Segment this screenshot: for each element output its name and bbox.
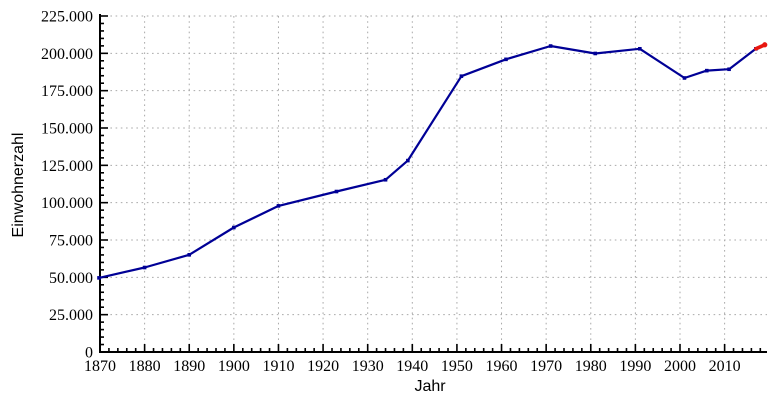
y-tick-label: 25.000 [49, 307, 93, 324]
recent-data-point-marker [762, 42, 768, 48]
y-tick-label: 150.000 [41, 121, 93, 138]
data-point-marker [548, 44, 553, 48]
data-point-marker [504, 57, 508, 62]
x-tick-label: 1930 [352, 358, 384, 375]
x-tick-label: 1990 [619, 358, 651, 375]
data-point-marker [187, 252, 192, 257]
x-axis-title: Jahr [414, 378, 446, 395]
data-point-marker [383, 177, 388, 182]
data-point-marker [276, 204, 281, 208]
x-tick-label: 1980 [575, 358, 607, 375]
x-tick-label: 1870 [84, 358, 116, 375]
x-tick-label: 1940 [396, 358, 428, 375]
data-point-marker [232, 225, 236, 230]
data-point-marker [142, 265, 147, 270]
x-tick-label: 1920 [307, 358, 339, 375]
x-tick-label: 1950 [441, 358, 473, 375]
x-tick-label: 2000 [664, 358, 696, 375]
x-tick-label: 1970 [530, 358, 562, 375]
y-tick-label: 125.000 [41, 158, 93, 175]
x-tick-label: 1960 [486, 358, 518, 375]
data-point-marker [727, 67, 731, 72]
y-tick-label: 200.000 [41, 46, 93, 63]
y-tick-label: 225.000 [41, 9, 93, 26]
y-tick-label: 100.000 [41, 195, 93, 212]
y-axis-title: Einwohnerzahl [10, 132, 27, 238]
population-line [97, 44, 757, 279]
x-tick-label: 1880 [129, 358, 161, 375]
x-tick-label: 2010 [709, 358, 741, 375]
data-point-marker [638, 46, 642, 51]
y-tick-label: 50.000 [49, 270, 93, 287]
y-tick-label: 175.000 [41, 83, 93, 100]
x-tick-label: 1890 [173, 358, 205, 375]
data-point-marker [593, 51, 598, 56]
x-tick-label: 1910 [262, 358, 294, 375]
data-point-marker [682, 76, 687, 80]
x-tick-label: 1900 [218, 358, 250, 375]
y-tick-label: 0 [85, 345, 93, 362]
data-point-marker [704, 68, 709, 73]
y-tick-label: 75.000 [49, 233, 93, 250]
data-point-marker [406, 158, 410, 163]
data-point-marker [334, 189, 339, 194]
data-point-marker [97, 276, 101, 280]
data-point-marker [459, 74, 464, 78]
